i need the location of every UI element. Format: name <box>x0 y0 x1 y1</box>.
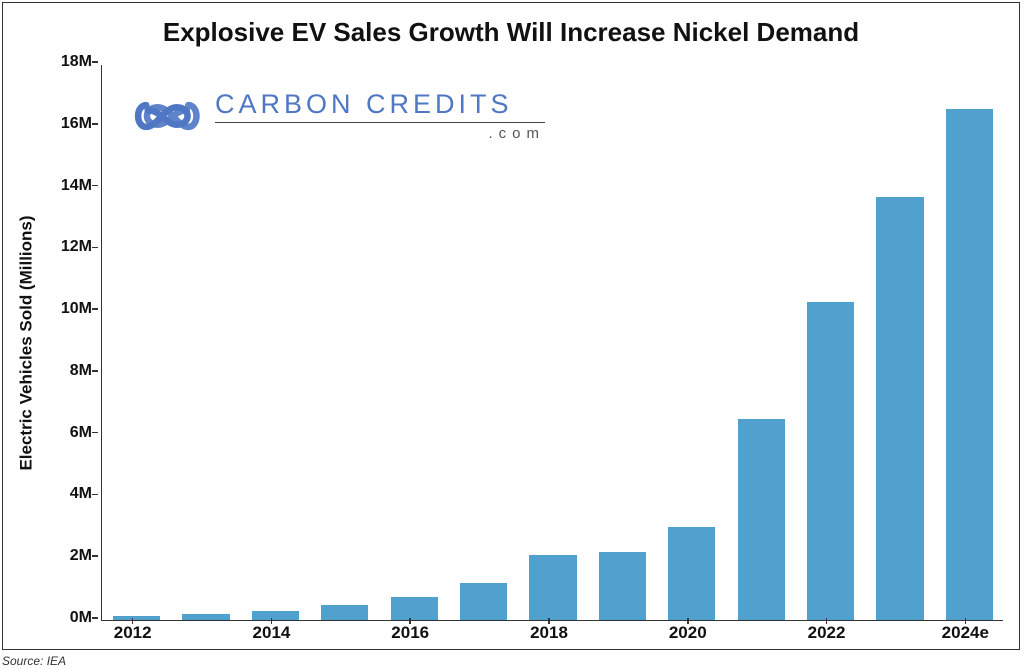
plot-area <box>101 65 1003 621</box>
y-tick-mark <box>92 308 98 310</box>
y-tick-label: 14M <box>61 177 92 195</box>
x-tick-label: 2014 <box>253 623 291 643</box>
y-tick-mark <box>92 494 98 496</box>
brand-text: CARBON CREDITS .com <box>215 91 545 142</box>
bar <box>599 552 646 620</box>
y-tick-mark <box>92 617 98 619</box>
bar <box>946 109 993 620</box>
bar <box>738 419 785 620</box>
y-tick-mark <box>92 61 98 63</box>
bar <box>876 197 923 620</box>
brand-suffix: .com <box>215 125 545 142</box>
chart-frame: Explosive EV Sales Growth Will Increase … <box>2 2 1020 650</box>
x-tick-mark <box>409 618 411 624</box>
bar <box>529 555 576 620</box>
bar <box>391 597 438 620</box>
x-tick-label: 2022 <box>808 623 846 643</box>
bar <box>113 616 160 620</box>
y-tick-mark <box>92 185 98 187</box>
y-tick-mark <box>92 247 98 249</box>
bar <box>252 611 299 620</box>
brand-name: CARBON CREDITS <box>215 91 545 118</box>
source-attribution: Source: IEA <box>2 654 66 668</box>
x-tick-mark <box>271 618 273 624</box>
bar <box>182 614 229 620</box>
chart-title: Explosive EV Sales Growth Will Increase … <box>3 17 1019 48</box>
x-tick-mark <box>548 618 550 624</box>
x-tick-label: 2020 <box>669 623 707 643</box>
y-tick-label: 16M <box>61 115 92 133</box>
y-tick-mark <box>92 370 98 372</box>
y-tick-label: 12M <box>61 238 92 256</box>
bar <box>460 583 507 620</box>
y-axis-label-wrap: Electric Vehicles Sold (Millions) <box>17 65 37 621</box>
x-tick-label: 2016 <box>391 623 429 643</box>
y-tick-label: 6M <box>70 424 92 442</box>
x-tick-mark <box>826 618 828 624</box>
infinity-icon <box>131 87 205 145</box>
y-tick-label: 0M <box>70 609 92 627</box>
y-axis-label: Electric Vehicles Sold (Millions) <box>17 215 37 470</box>
y-tick-label: 10M <box>61 300 92 318</box>
x-tick-mark <box>965 618 967 624</box>
y-tick-mark <box>92 555 98 557</box>
x-tick-label: 2012 <box>114 623 152 643</box>
y-tick-label: 18M <box>61 53 92 71</box>
x-tick-mark <box>687 618 689 624</box>
brand-logo: CARBON CREDITS .com <box>131 87 561 145</box>
bar <box>807 302 854 620</box>
brand-rule <box>215 122 545 123</box>
x-tick-mark <box>132 618 134 624</box>
y-tick-mark <box>92 432 98 434</box>
y-tick-label: 2M <box>70 547 92 565</box>
bar <box>321 605 368 620</box>
bar <box>668 527 715 620</box>
y-tick-label: 4M <box>70 485 92 503</box>
y-tick-label: 8M <box>70 362 92 380</box>
y-tick-mark <box>92 123 98 125</box>
x-tick-label: 2024e <box>942 623 989 643</box>
x-tick-label: 2018 <box>530 623 568 643</box>
